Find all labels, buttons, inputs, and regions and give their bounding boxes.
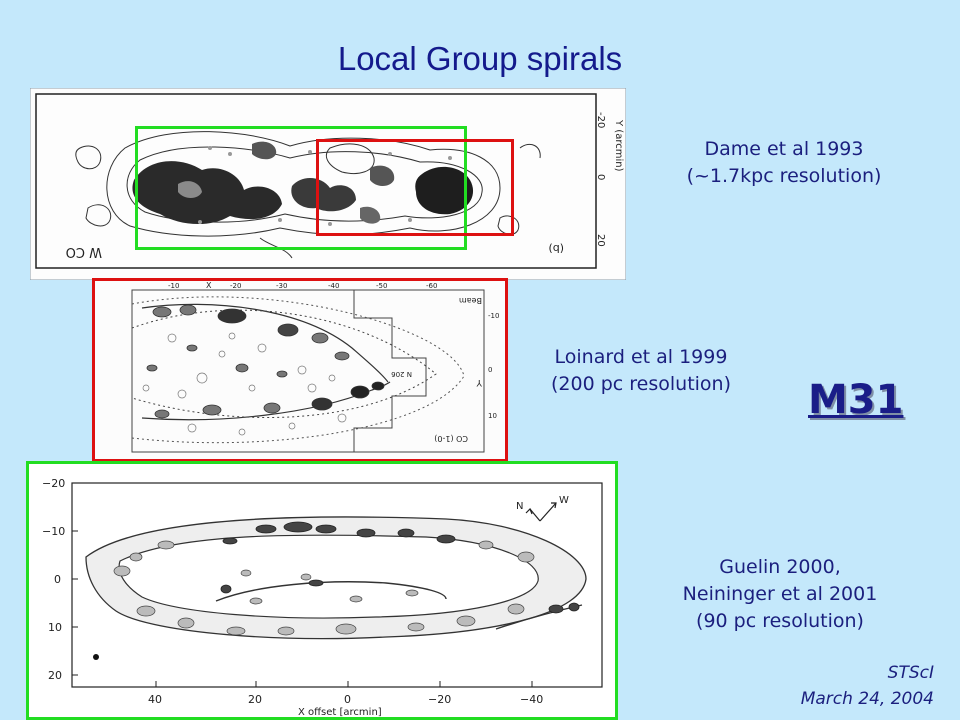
guelin-y-tick: −10	[42, 525, 65, 538]
dame-panel-label: (b)	[548, 242, 564, 255]
guelin-x-tick: −40	[520, 693, 543, 706]
slide-title: Local Group spirals	[337, 40, 623, 77]
dame-wco-label: W CO	[66, 244, 102, 259]
loinard-tick-top: -40	[328, 282, 339, 290]
dame-caption: Dame et al 1993 (~1.7kpc resolution)	[654, 136, 914, 190]
loinard-tick-top: -30	[276, 282, 287, 290]
loinard-tick-right: 0	[488, 366, 492, 374]
loinard-co-map: Beam CO (1-0) Y X N 206 -10 -20 -30 -40 …	[92, 278, 508, 462]
loinard-mask-outline	[353, 290, 427, 452]
loinard-noise-contours	[142, 332, 347, 436]
guelin-inner-arm	[215, 581, 447, 602]
loinard-contours	[146, 304, 385, 419]
guelin-x-tick: 40	[148, 693, 162, 706]
loinard-tick-right: -10	[488, 312, 499, 320]
galaxy-label: M31	[808, 377, 904, 423]
loinard-y-label: Y	[476, 377, 483, 387]
guelin-x-label: X offset [arcmin]	[298, 707, 382, 718]
dame-caption-line1: Dame et al 1993	[704, 138, 864, 160]
footer-institution: STScI	[887, 663, 934, 683]
guelin-co-map: N W −20 −10 0 10 20 40 20 0 −20 −40 X of…	[26, 461, 618, 720]
dame-tick-mid: 0	[595, 174, 606, 180]
compass-n-label: N	[516, 501, 523, 512]
dame-tick-top: -20	[595, 112, 606, 128]
guelin-x-tick: 0	[344, 693, 351, 706]
guelin-ring-inner	[118, 534, 539, 619]
loinard-ellipse	[131, 309, 437, 419]
compass-icon	[525, 502, 557, 522]
loinard-spiral-arm-top	[141, 303, 389, 383]
dame-stipple	[198, 146, 452, 226]
dame-tick-bottom: 20	[595, 234, 606, 247]
guelin-caption-line1: Guelin 2000,	[719, 556, 841, 578]
guelin-x-tick: −20	[428, 693, 451, 706]
guelin-faint-clumps	[113, 540, 535, 636]
loinard-tick-right: 10	[488, 412, 497, 420]
loinard-line-label: CO (1-0)	[434, 434, 468, 443]
loinard-n-label: N 206	[391, 370, 412, 378]
guelin-y-tick: 10	[48, 621, 62, 634]
guelin-caption-line3: (90 pc resolution)	[696, 610, 864, 632]
loinard-caption-line1: Loinard et al 1999	[554, 346, 728, 368]
dame-caption-line2: (~1.7kpc resolution)	[686, 165, 882, 187]
loinard-caption-line2: (200 pc resolution)	[551, 373, 731, 395]
loinard-caption: Loinard et al 1999 (200 pc resolution)	[510, 344, 772, 398]
footer-date: March 24, 2004	[800, 689, 934, 709]
footer: STScI March 24, 2004	[801, 660, 934, 712]
dame-red-box	[316, 139, 514, 236]
guelin-dense-clumps	[220, 521, 580, 614]
guelin-y-tick: 0	[54, 573, 61, 586]
loinard-x-label: X	[206, 281, 212, 290]
guelin-caption: Guelin 2000, Neininger et al 2001 (90 pc…	[640, 554, 920, 635]
loinard-tick-top: -50	[376, 282, 387, 290]
dame-green-box	[135, 126, 467, 250]
guelin-beam-marker	[93, 654, 99, 660]
loinard-beam-label: Beam	[459, 296, 482, 305]
loinard-tick-top: -10	[168, 282, 179, 290]
compass-w-label: W	[559, 495, 569, 506]
guelin-axis-ticks	[72, 482, 533, 687]
dame-dense-regions	[132, 141, 474, 225]
dame-axis-label: Y (arcmin)	[613, 119, 624, 172]
guelin-y-tick: 20	[48, 669, 62, 682]
guelin-caption-line2: Neininger et al 2001	[682, 583, 878, 605]
loinard-spiral-arm-bottom	[141, 381, 391, 421]
guelin-y-tick: −20	[42, 477, 65, 490]
guelin-x-tick: 20	[248, 693, 262, 706]
loinard-tick-top: -60	[426, 282, 437, 290]
loinard-tick-top: -20	[230, 282, 241, 290]
